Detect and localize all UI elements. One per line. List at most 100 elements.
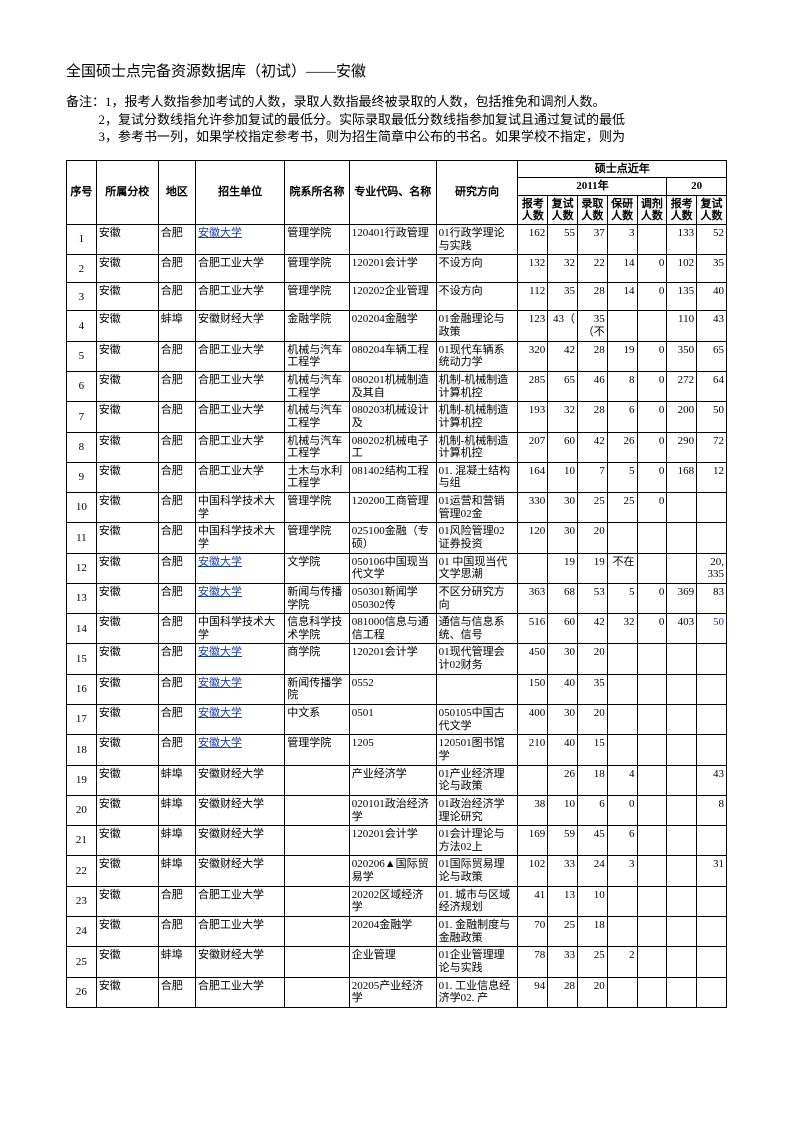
unit-link[interactable]: 安徽大学 (198, 707, 242, 719)
cell-branch: 安徽 (96, 826, 158, 856)
cell-major: 120200工商管理 (349, 493, 436, 523)
unit-link[interactable]: 安徽大学 (198, 737, 242, 749)
cell-num: 22 (578, 255, 608, 283)
unit-link[interactable]: 安徽大学 (198, 556, 242, 568)
cell-num: 330 (518, 493, 548, 523)
cell-seq: 9 (67, 462, 97, 492)
cell-area: 蚌埠 (158, 856, 195, 886)
cell-num: 290 (667, 432, 697, 462)
cell-num: 30 (548, 523, 578, 553)
cell-dir: 01运营和营销管理02金 (436, 493, 518, 523)
cell-seq: 15 (67, 644, 97, 674)
cell-seq: 12 (67, 553, 97, 583)
cell-major: 020101政治经济学 (349, 795, 436, 825)
cell-branch: 安徽 (96, 493, 158, 523)
data-table: 序号 所属分校 地区 招生单位 院系所名称 专业代码、名称 研究方向 硕士点近年… (66, 160, 727, 1008)
cell-num: 132 (518, 255, 548, 283)
cell-seq: 21 (67, 826, 97, 856)
cell-num: 8 (697, 795, 727, 825)
cell-num: 18 (578, 917, 608, 947)
cell-unit: 安徽财经大学 (195, 795, 284, 825)
cell-num (607, 886, 637, 916)
cell-unit: 安徽财经大学 (195, 947, 284, 977)
cell-dept (285, 886, 350, 916)
cell-dept: 管理学院 (285, 523, 350, 553)
cell-unit: 安徽大学 (195, 553, 284, 583)
cell-dir: 机制-机械制造计算机控 (436, 402, 518, 432)
cell-unit: 合肥工业大学 (195, 255, 284, 283)
cell-num: 6 (578, 795, 608, 825)
cell-dept (285, 765, 350, 795)
cell-num: 5 (607, 583, 637, 613)
cell-num (637, 826, 667, 856)
cell-num: 403 (667, 614, 697, 644)
cell-dept (285, 917, 350, 947)
cell-num: 320 (518, 341, 548, 371)
table-row: 8安徽合肥合肥工业大学机械与汽车工程学080202机械电子工机制-机械制造计算机… (67, 432, 727, 462)
table-row: 21安徽蚌埠安徽财经大学120201会计学01会计理论与方法02上1695945… (67, 826, 727, 856)
cell-num: 19 (548, 553, 578, 583)
cell-num: 42 (578, 614, 608, 644)
cell-num: 45 (578, 826, 608, 856)
cell-dept (285, 947, 350, 977)
cell-num: 6 (607, 402, 637, 432)
table-row: 9安徽合肥合肥工业大学土木与水利工程学081402结构工程01. 混凝土结构与组… (67, 462, 727, 492)
cell-branch: 安徽 (96, 614, 158, 644)
notes-label: 备注： (66, 94, 105, 109)
unit-link[interactable]: 安徽大学 (198, 677, 242, 689)
table-row: 24安徽合肥合肥工业大学20204金融学01. 金融制度与金融政策702518 (67, 917, 727, 947)
page-title: 全国硕士点完备资源数据库（初试）——安徽 (66, 60, 727, 81)
cell-num: 64 (697, 371, 727, 401)
cell-num (637, 917, 667, 947)
cell-major: 025100金融（专硕） (349, 523, 436, 553)
cell-dept: 信息科学技术学院 (285, 614, 350, 644)
table-row: 1安徽合肥安徽大学管理学院120401行政管理01行政学理论与实践1625537… (67, 225, 727, 255)
cell-unit: 合肥工业大学 (195, 341, 284, 371)
cell-num: 37 (578, 225, 608, 255)
cell-dept (285, 795, 350, 825)
th-m6: 复试人数 (697, 195, 727, 224)
note-1: 1，报考人数指参加考试的人数，录取人数指最终被录取的人数，包括推免和调剂人数。 (105, 94, 606, 109)
cell-unit: 安徽大学 (195, 225, 284, 255)
unit-link[interactable]: 安徽大学 (198, 227, 242, 239)
unit-link[interactable]: 安徽大学 (198, 646, 242, 658)
cell-num: 30 (548, 644, 578, 674)
cell-dir: 01现代管理会计02财务 (436, 644, 518, 674)
cell-branch: 安徽 (96, 947, 158, 977)
cell-branch: 安徽 (96, 371, 158, 401)
cell-num: 33 (548, 947, 578, 977)
cell-dept: 新闻与传播学院 (285, 583, 350, 613)
cell-num: 53 (578, 583, 608, 613)
cell-num: 3 (607, 225, 637, 255)
cell-major: 20202区域经济学 (349, 886, 436, 916)
cell-major: 081402结构工程 (349, 462, 436, 492)
cell-major: 120202企业管理 (349, 283, 436, 311)
cell-num (697, 947, 727, 977)
cell-num: 10 (578, 886, 608, 916)
table-head: 序号 所属分校 地区 招生单位 院系所名称 专业代码、名称 研究方向 硕士点近年… (67, 160, 727, 224)
unit-link[interactable]: 安徽大学 (198, 586, 242, 598)
cell-num: 0 (637, 283, 667, 311)
cell-seq: 24 (67, 917, 97, 947)
table-row: 23安徽合肥合肥工业大学20202区域经济学01. 城市与区域经济规划41131… (67, 886, 727, 916)
cell-dir (436, 674, 518, 704)
cell-unit: 安徽大学 (195, 583, 284, 613)
cell-num: 28 (578, 402, 608, 432)
cell-num: 46 (578, 371, 608, 401)
cell-branch: 安徽 (96, 917, 158, 947)
cell-num: 28 (578, 341, 608, 371)
cell-num: 50 (697, 402, 727, 432)
cell-major: 120201会计学 (349, 255, 436, 283)
cell-unit: 安徽大学 (195, 674, 284, 704)
cell-area: 蚌埠 (158, 765, 195, 795)
cell-num (637, 523, 667, 553)
cell-major: 20204金融学 (349, 917, 436, 947)
cell-num: 35（不 (578, 311, 608, 341)
table-row: 2安徽合肥合肥工业大学管理学院120201会计学不设方向132322214010… (67, 255, 727, 283)
table-row: 16安徽合肥安徽大学新闻传播学院05521504035 (67, 674, 727, 704)
cell-area: 蚌埠 (158, 826, 195, 856)
th-group: 硕士点近年 (518, 160, 727, 178)
cell-num: 8 (607, 371, 637, 401)
cell-dir: 01现代车辆系统动力学 (436, 341, 518, 371)
cell-dept: 土木与水利工程学 (285, 462, 350, 492)
